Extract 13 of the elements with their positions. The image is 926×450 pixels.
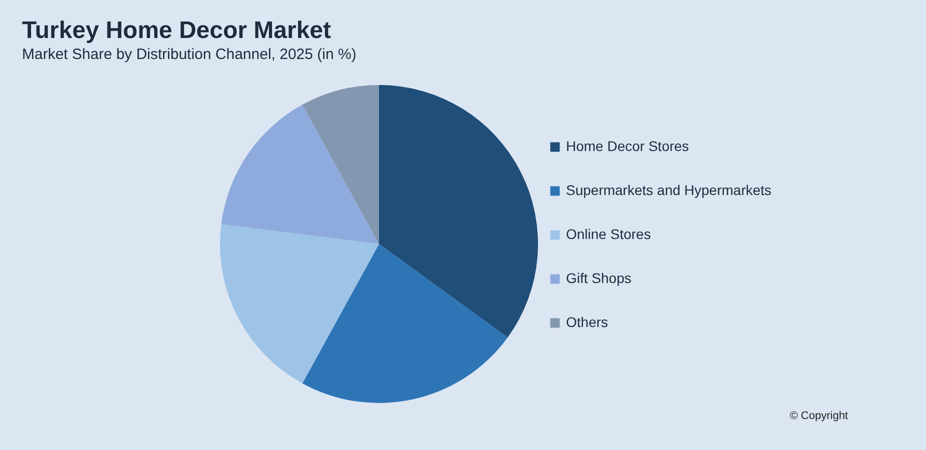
legend-label: Supermarkets and Hypermarkets — [566, 182, 772, 198]
text: © Copyright — [790, 410, 848, 422]
pie-slice — [379, 85, 538, 338]
legend-label: Others — [566, 314, 608, 330]
pie-slice — [302, 85, 379, 244]
pie-slice — [302, 244, 508, 403]
chart-title: Turkey Home Decor Market — [22, 17, 332, 44]
chart-subtitle: Market Share by Distribution Channel, 2025 (in %) — [22, 46, 356, 63]
pie-slice — [220, 224, 379, 384]
pie-slice — [221, 104, 379, 244]
legend-label: Online Stores — [566, 226, 651, 242]
legend-label: Home Decor Stores — [566, 138, 689, 154]
legend-label: Gift Shops — [566, 270, 632, 286]
